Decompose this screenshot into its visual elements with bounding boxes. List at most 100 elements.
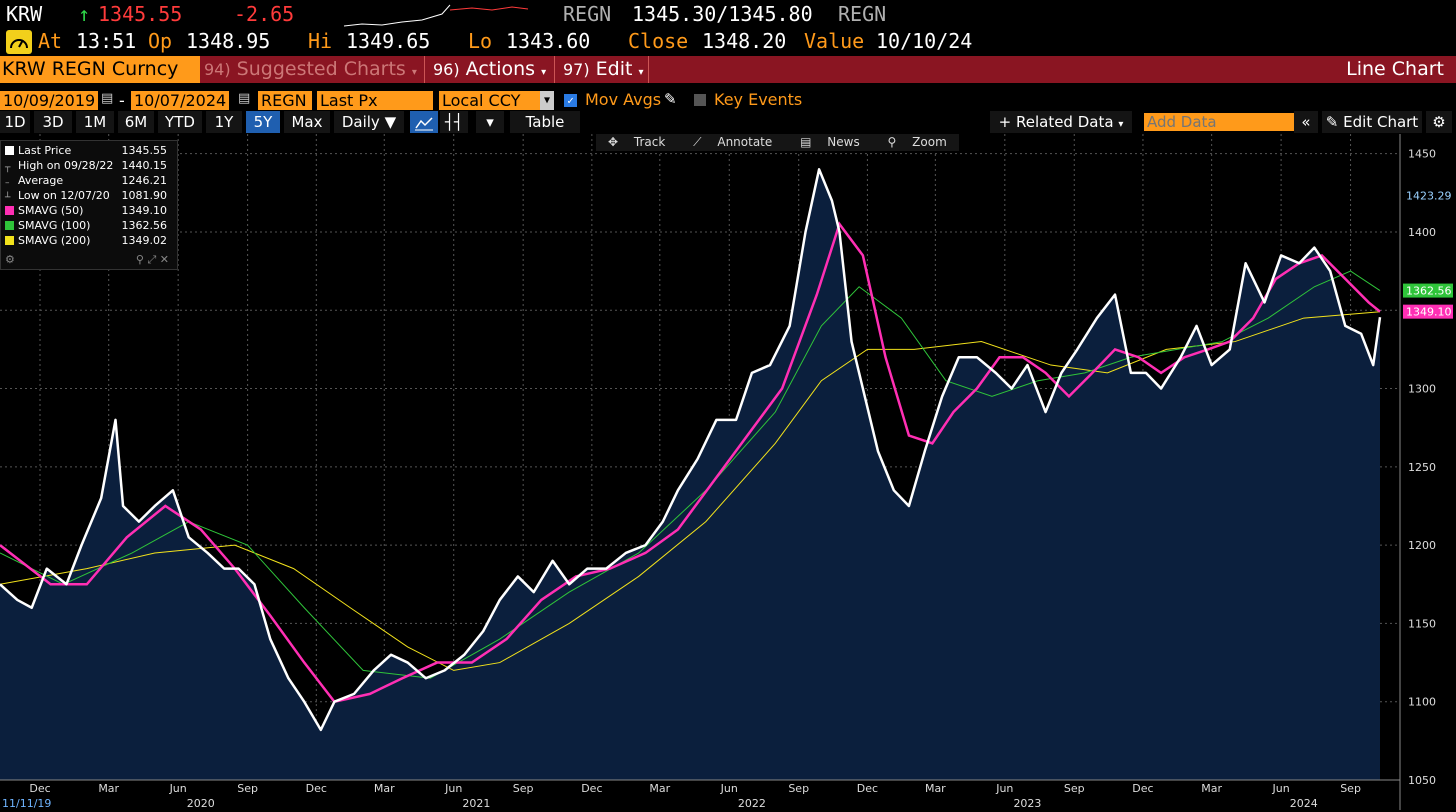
key-events-checkbox[interactable]	[694, 94, 706, 106]
period-1d-button[interactable]: 1D	[0, 111, 30, 133]
period-1y-button[interactable]: 1Y	[206, 111, 242, 133]
series-line-smavg-100-	[0, 270, 1381, 679]
value-badge-bg	[1403, 283, 1453, 298]
related-data-button[interactable]: + Related Data ▾	[990, 111, 1132, 133]
period-3d-button[interactable]: 3D	[34, 111, 72, 133]
x-tick-label: Jun	[995, 782, 1013, 795]
value-badge: 1362.56	[1406, 285, 1452, 298]
crosshair-icon: ✥	[608, 135, 619, 149]
news-label: News	[827, 135, 860, 149]
x-tick-label: Mar	[98, 782, 119, 795]
start-date-field[interactable]: 10/09/2019	[0, 91, 98, 110]
frequency-label: Daily	[341, 113, 380, 131]
divider	[648, 56, 649, 83]
year-label: 2022	[738, 797, 766, 810]
frequency-select[interactable]: Daily ▼	[334, 111, 404, 133]
y-tick-label: 1250	[1408, 461, 1436, 474]
period-5y-button[interactable]: 5Y	[246, 111, 280, 133]
chevron-down-icon[interactable]: ▾	[476, 111, 504, 133]
suggested-charts-menu[interactable]: 94) Suggested Charts ▾	[204, 56, 417, 83]
legend-label: Average	[18, 174, 64, 187]
line-chart-icon[interactable]	[410, 111, 438, 133]
close-value: 1348.20	[702, 29, 787, 53]
x-tick-label: Sep	[1064, 782, 1085, 795]
suggested-label: Suggested Charts	[236, 58, 406, 80]
gear-icon[interactable]: ⚙	[1426, 111, 1452, 133]
legend-row-high: ┬ High on 09/28/22 1440.15	[5, 159, 173, 173]
news-tool[interactable]: ▤ News	[794, 135, 866, 149]
actions-menu[interactable]: 96) Actions ▾	[424, 56, 546, 83]
legend-controls: ⚲ ⤢ ✕	[136, 253, 169, 267]
chart-legend: Last Price 1345.55 ┬ High on 09/28/22 1440.…	[0, 140, 178, 270]
x-tick-label: Sep	[513, 782, 534, 795]
bar-chart-icon[interactable]: ┤┤	[440, 111, 468, 133]
chevron-down-icon[interactable]: ▼	[540, 91, 554, 110]
news-icon: ▤	[800, 135, 812, 149]
close-icon[interactable]: ✕	[159, 253, 169, 266]
x-tick-label: Jun	[444, 782, 462, 795]
period-1m-button[interactable]: 1M	[76, 111, 114, 133]
y-tick-label: 1450	[1408, 148, 1436, 161]
key-events-label[interactable]: Key Events	[714, 90, 803, 109]
mov-avgs-checkbox[interactable]: ✓	[564, 94, 577, 107]
price-area	[0, 169, 1380, 780]
year-label: 2021	[462, 797, 490, 810]
currency-select[interactable]: Local CCY	[439, 91, 541, 110]
pencil-icon[interactable]: ✎	[664, 90, 677, 108]
table-button[interactable]: Table	[510, 111, 580, 133]
high-value: 1349.65	[346, 29, 431, 53]
collapse-icon[interactable]: «	[1294, 111, 1318, 133]
high-marker-icon: ┬	[5, 163, 11, 173]
x-tick-label: Mar	[374, 782, 395, 795]
value-label: Value	[804, 29, 865, 53]
legend-value: 1362.56	[121, 219, 168, 232]
calendar-icon[interactable]: ▤	[238, 91, 251, 106]
zoom-tool[interactable]: ⚲ Zoom	[882, 135, 953, 149]
pin-icon[interactable]: ⚲	[135, 253, 144, 266]
x-tick-label: Mar	[1201, 782, 1222, 795]
gear-icon[interactable]: ⚙	[5, 253, 15, 266]
x-tick-label: Dec	[306, 782, 327, 795]
at-label: At	[38, 29, 63, 53]
edit-menu[interactable]: 97) Edit ▾	[554, 56, 644, 83]
add-data-input[interactable]	[1144, 113, 1294, 131]
zoom-label: Zoom	[912, 135, 947, 149]
low-marker-icon: ┴	[5, 193, 11, 203]
edit-chart-button[interactable]: ✎ Edit Chart	[1322, 111, 1422, 133]
plus-icon: +	[998, 113, 1012, 131]
calendar-icon[interactable]: ▤	[101, 91, 114, 106]
expand-icon[interactable]: ⤢	[147, 253, 157, 266]
series-line-smavg-200-	[0, 311, 1381, 671]
average-marker-icon: –	[5, 178, 10, 188]
value-badge-bg	[1403, 188, 1453, 203]
end-date-field[interactable]: 10/07/2024	[131, 91, 229, 110]
legend-value: 1349.02	[121, 234, 168, 247]
up-arrow-icon: ↑	[78, 2, 91, 26]
ticker: KRW	[6, 2, 43, 26]
mov-avgs-label[interactable]: Mov Avgs	[585, 90, 662, 109]
bid-ask: 1345.30/1345.80	[632, 2, 813, 26]
legend-value: 1345.55	[121, 144, 168, 157]
price-field[interactable]: Last Px	[317, 91, 433, 110]
annotate-icon: ⟋	[693, 135, 702, 149]
price-chart[interactable]: 105011001150120012501300135014001450DecM…	[0, 134, 1456, 812]
period-6m-button[interactable]: 6M	[118, 111, 154, 133]
chevron-down-icon: ▾	[411, 67, 417, 78]
value-badge: 1423.29	[1406, 189, 1452, 202]
x-tick-label: Sep	[237, 782, 258, 795]
annotate-tool[interactable]: ⟋ Annotate	[687, 135, 778, 149]
x-tick-label: Dec	[1132, 782, 1153, 795]
low-label: Lo	[468, 29, 493, 53]
period-ytd-button[interactable]: YTD	[158, 111, 202, 133]
security-tag[interactable]: KRW REGN Curncy	[0, 56, 200, 83]
track-tool[interactable]: ✥ Track	[602, 135, 671, 149]
value-date: 10/10/24	[876, 29, 973, 53]
menu-bar: KRW REGN Curncy 94) Suggested Charts ▾ 9…	[0, 56, 1456, 83]
last-price: 1345.55	[98, 2, 183, 26]
legend-label: Last Price	[18, 144, 72, 157]
period-max-button[interactable]: Max	[284, 111, 330, 133]
ticker-field[interactable]: REGN	[258, 91, 312, 110]
gauge-icon[interactable]	[6, 30, 32, 54]
legend-row-last-price: Last Price 1345.55	[5, 144, 173, 158]
series-line-smavg-50-	[0, 221, 1381, 704]
